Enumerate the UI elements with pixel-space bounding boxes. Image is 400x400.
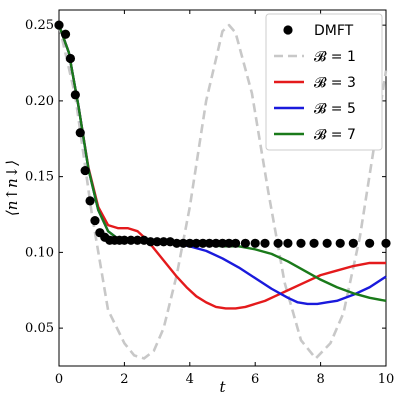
data-point	[159, 237, 169, 247]
data-point	[250, 238, 260, 248]
data-point	[273, 238, 283, 248]
series-dmft-markers	[54, 20, 391, 248]
data-point	[191, 238, 201, 248]
data-point	[65, 53, 76, 64]
x-tick-label: 0	[55, 372, 63, 387]
legend: DMFT 𝓑 = 1 𝓑 = 3 𝓑 = 5 𝓑 = 7	[265, 13, 383, 151]
y-tick-label: 0.20	[25, 94, 54, 109]
data-point	[335, 238, 345, 248]
y-tick-label: 0.15	[25, 170, 54, 185]
data-point	[185, 238, 195, 248]
data-point	[217, 238, 228, 248]
x-tick-label: 4	[186, 372, 194, 387]
legend-label: DMFT	[314, 23, 354, 39]
data-point	[80, 165, 90, 176]
plot-area: 0 2 4 6 8 10 0.05 0.10 0.15 0.20 0.25	[25, 9, 394, 387]
x-tick-label: 8	[316, 372, 324, 387]
data-point	[283, 238, 293, 248]
legend-label: 𝓑 = 7	[314, 127, 356, 143]
legend-box	[265, 13, 383, 151]
data-point	[365, 238, 375, 248]
y-tick-label: 0.25	[25, 18, 54, 33]
x-tick-label: 10	[378, 372, 395, 387]
legend-item: 𝓑 = 5	[274, 101, 356, 117]
legend-item: 𝓑 = 7	[274, 127, 356, 143]
data-point	[198, 238, 208, 248]
y-tick-label: 0.05	[25, 321, 54, 336]
data-point	[260, 238, 270, 248]
data-point	[119, 235, 129, 245]
series-layer	[54, 20, 391, 360]
data-point	[90, 215, 100, 226]
legend-item: 𝓑 = 3	[274, 75, 356, 91]
x-axis-ticks: 0 2 4 6 8 10	[55, 10, 394, 387]
data-point	[126, 235, 136, 245]
legend-label: 𝓑 = 3	[314, 75, 356, 91]
data-point	[75, 128, 85, 138]
legend-item: 𝓑 = 1	[274, 49, 356, 65]
data-point	[348, 238, 358, 248]
x-tick-label: 6	[251, 372, 259, 387]
y-axis-label: ⟨n↑n↓⟩	[3, 160, 21, 216]
legend-label: 𝓑 = 1	[314, 49, 356, 65]
data-point	[60, 29, 71, 39]
data-point	[240, 238, 250, 248]
data-point	[178, 238, 188, 248]
series-line	[57, 23, 388, 360]
series-line	[57, 24, 386, 310]
legend-item: DMFT	[283, 23, 354, 39]
data-point	[309, 238, 319, 248]
data-point	[132, 235, 143, 245]
data-point	[224, 238, 234, 248]
data-point	[204, 238, 215, 248]
x-axis-label: t	[219, 378, 226, 396]
data-point	[230, 238, 241, 248]
data-point	[70, 90, 80, 100]
data-point	[152, 237, 162, 247]
data-point	[85, 196, 95, 206]
legend-label: 𝓑 = 5	[314, 101, 356, 117]
data-point	[211, 238, 221, 248]
y-axis-ticks: 0.05 0.10 0.15 0.20 0.25	[25, 18, 386, 336]
y-tick-label: 0.10	[25, 245, 54, 260]
data-point	[296, 238, 306, 248]
legend-marker	[283, 25, 293, 35]
data-point	[172, 238, 182, 248]
data-point	[322, 238, 332, 248]
x-tick-label: 2	[120, 372, 128, 387]
data-point	[145, 237, 156, 247]
plot-frame	[58, 9, 387, 367]
data-point	[381, 238, 391, 248]
